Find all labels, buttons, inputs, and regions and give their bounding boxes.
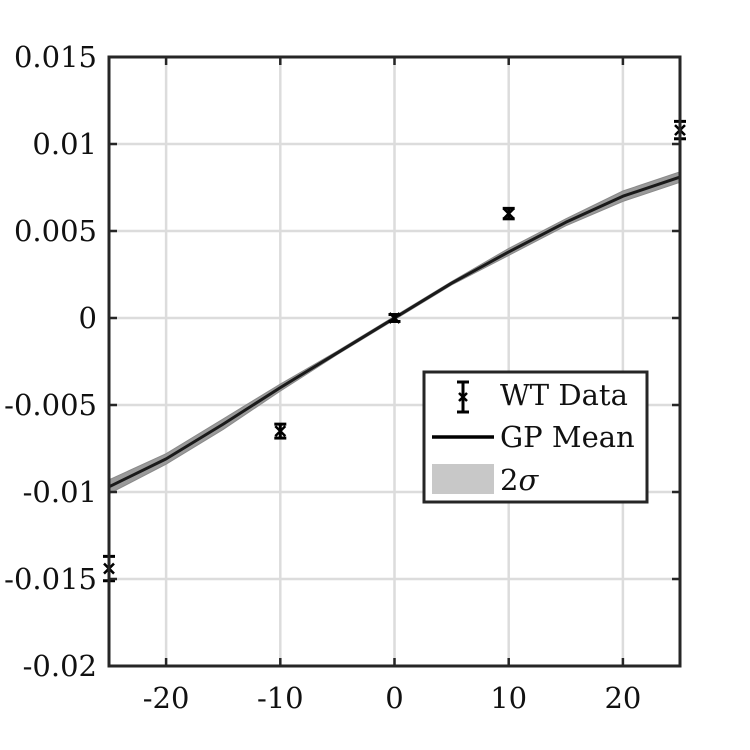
legend: WT Data GP Mean 2σ	[422, 370, 649, 504]
data-marker	[502, 207, 515, 220]
x-tick-label: -10	[257, 681, 304, 715]
legend-wt-data-label: WT Data	[500, 378, 628, 412]
y-tick-labels: -0.02 -0.015 -0.01 -0.005 0 0.005 0.01 0.015	[4, 40, 97, 683]
y-tick-label: -0.01	[23, 475, 97, 509]
y-tick-label: 0	[79, 301, 97, 335]
y-tick-label: 0.01	[32, 127, 97, 161]
y-tick-label: -0.02	[23, 649, 97, 683]
x-tick-label: 20	[604, 681, 641, 715]
legend-gp-mean-label: GP Mean	[500, 420, 635, 454]
y-tick-label: -0.005	[4, 388, 97, 422]
plot-frame	[107, 55, 682, 668]
wt-data-point	[502, 206, 515, 221]
legend-sigma-symbol	[432, 464, 494, 494]
data-marker	[388, 312, 401, 324]
legend-sigma-label: 2σ	[500, 463, 539, 497]
x-tick-label: -20	[143, 681, 190, 715]
y-tick-label: 0.015	[14, 40, 97, 74]
data-marker	[274, 425, 287, 437]
legend-wt-data-symbol	[457, 380, 469, 414]
y-tick-label: -0.015	[4, 562, 97, 596]
wt-data-point	[388, 312, 401, 324]
x-tick-label: 0	[385, 681, 403, 715]
y-tick-label: 0.005	[14, 214, 97, 248]
wt-data-point	[274, 422, 287, 440]
x-tick-labels: -20 -10 0 10 20	[143, 681, 642, 715]
x-tick-label: 10	[490, 681, 527, 715]
